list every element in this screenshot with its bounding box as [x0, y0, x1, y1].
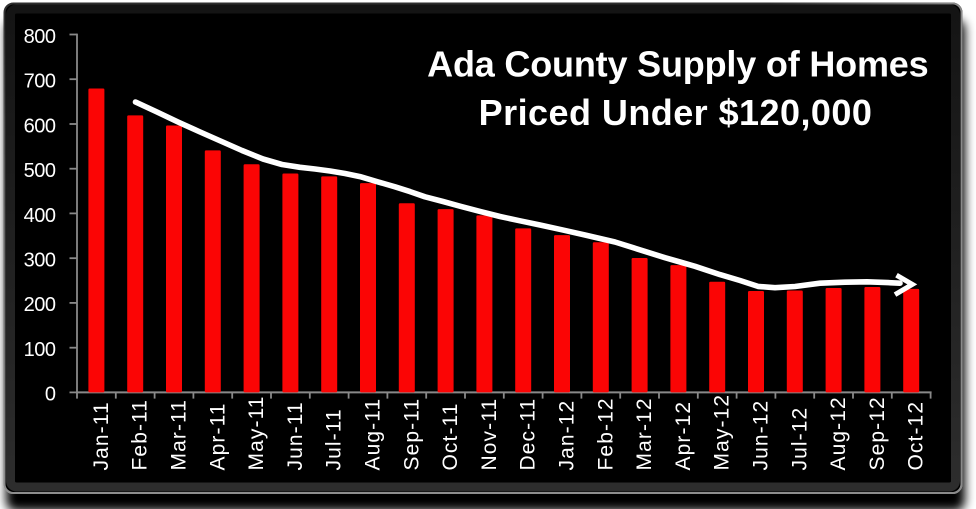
- svg-text:Jan-12: Jan-12: [556, 400, 579, 471]
- svg-text:Aug-11: Aug-11: [362, 398, 385, 471]
- svg-text:200: 200: [24, 294, 56, 316]
- svg-text:Apr-12: Apr-12: [672, 401, 695, 471]
- svg-text:Jun-11: Jun-11: [284, 401, 307, 470]
- svg-text:Jun-12: Jun-12: [750, 400, 773, 471]
- svg-text:Oct-12: Oct-12: [905, 401, 928, 471]
- svg-text:Mar-12: Mar-12: [633, 397, 656, 470]
- svg-text:May-12: May-12: [711, 394, 734, 471]
- svg-text:Mar-11: Mar-11: [168, 399, 191, 471]
- svg-text:Sep-12: Sep-12: [866, 396, 889, 470]
- svg-text:Sep-11: Sep-11: [400, 398, 423, 471]
- svg-text:Feb-12: Feb-12: [594, 397, 617, 470]
- svg-text:400: 400: [24, 205, 56, 227]
- svg-text:Priced Under $120,000: Priced Under $120,000: [479, 92, 873, 133]
- svg-text:May-11: May-11: [245, 395, 268, 470]
- svg-text:0: 0: [45, 384, 56, 406]
- svg-text:300: 300: [24, 250, 56, 272]
- svg-text:500: 500: [24, 160, 56, 182]
- svg-text:Nov-11: Nov-11: [478, 398, 501, 471]
- svg-text:Oct-11: Oct-11: [439, 402, 462, 470]
- svg-text:Aug-12: Aug-12: [827, 396, 850, 470]
- svg-text:Dec-11: Dec-11: [517, 398, 540, 471]
- svg-text:Jul-11: Jul-11: [323, 408, 346, 470]
- svg-text:Ada County Supply of Homes: Ada County Supply of Homes: [427, 44, 928, 85]
- svg-text:100: 100: [24, 339, 56, 361]
- svg-text:700: 700: [24, 71, 56, 93]
- svg-text:600: 600: [24, 115, 56, 137]
- svg-text:800: 800: [24, 26, 56, 48]
- svg-text:Jan-11: Jan-11: [90, 401, 113, 470]
- svg-text:Jul-12: Jul-12: [788, 407, 811, 471]
- svg-text:Apr-11: Apr-11: [206, 402, 229, 470]
- svg-text:Feb-11: Feb-11: [129, 399, 152, 471]
